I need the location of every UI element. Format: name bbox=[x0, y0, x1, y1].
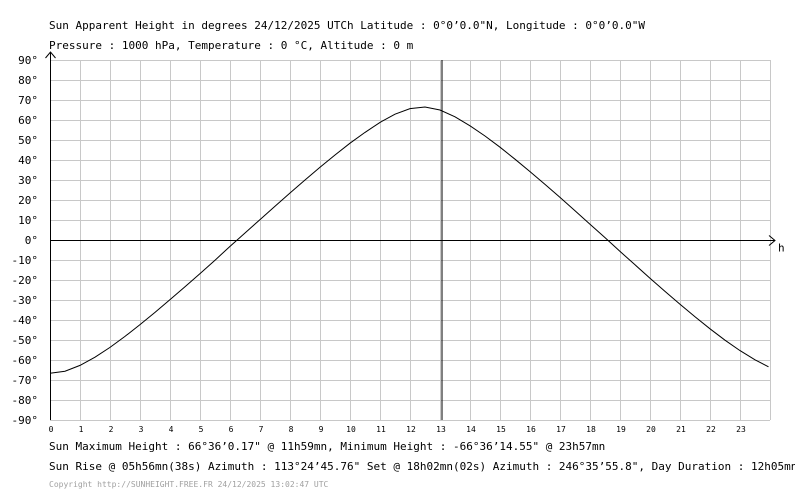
conditions-line: Pressure : 1000 hPa, Temperature : 0 °C,… bbox=[49, 39, 414, 52]
chart-title: Sun Apparent Height in degrees 24/12/202… bbox=[49, 19, 646, 32]
x-tick-label: 15 bbox=[496, 425, 506, 434]
x-tick-label: 6 bbox=[229, 425, 234, 434]
x-tick-label: 17 bbox=[556, 425, 566, 434]
y-tick-label: 60° bbox=[18, 114, 38, 127]
x-tick-label: 9 bbox=[319, 425, 324, 434]
y-tick-label: 30° bbox=[18, 174, 38, 187]
y-axis-arrow bbox=[45, 51, 56, 59]
y-tick-label: 40° bbox=[18, 154, 38, 167]
x-tick-label: 5 bbox=[199, 425, 204, 434]
y-tick-label: 70° bbox=[18, 94, 38, 107]
x-tick-label: 11 bbox=[376, 425, 386, 434]
x-axis-label: h bbox=[778, 242, 785, 255]
x-tick-label: 1 bbox=[79, 425, 84, 434]
rise-set-line: Sun Rise @ 05h56mn(38s) Azimuth : 113°24… bbox=[49, 460, 795, 473]
x-tick-label: 10 bbox=[346, 425, 356, 434]
copyright-notice: Copyright http://SUNHEIGHT.FREE.FR 24/12… bbox=[49, 480, 329, 489]
y-tick-label: -70° bbox=[12, 374, 39, 387]
y-tick-label: -60° bbox=[12, 354, 39, 367]
x-tick-label: 3 bbox=[139, 425, 144, 434]
y-tick-label: 0° bbox=[25, 234, 38, 247]
y-tick-label: -40° bbox=[12, 314, 39, 327]
y-tick-label: 50° bbox=[18, 134, 38, 147]
x-tick-label: 20 bbox=[646, 425, 656, 434]
x-tick-label: 21 bbox=[676, 425, 686, 434]
sun-height-curve bbox=[49, 106, 769, 374]
y-tick-label: -50° bbox=[12, 334, 39, 347]
y-tick-label: 20° bbox=[18, 194, 38, 207]
x-tick-label: 19 bbox=[616, 425, 626, 434]
y-tick-label: -30° bbox=[12, 294, 39, 307]
x-tick-label: 18 bbox=[586, 425, 596, 434]
x-tick-label: 16 bbox=[526, 425, 536, 434]
x-tick-label: 23 bbox=[736, 425, 746, 434]
x-tick-label: 12 bbox=[406, 425, 416, 434]
x-tick-label: 14 bbox=[466, 425, 476, 434]
y-tick-label: 80° bbox=[18, 74, 38, 87]
y-tick-label: -10° bbox=[12, 254, 39, 267]
y-axis-ticks: 90° 80° 70° 60° 50° 40° 30° 20° 10° 0° -10° -20° -30… bbox=[12, 54, 39, 427]
x-tick-label: 22 bbox=[706, 425, 716, 434]
series-layer bbox=[49, 106, 769, 374]
x-tick-label: 4 bbox=[169, 425, 174, 434]
x-axis-ticks: 0 1 2 3 4 5 6 7 8 9 10 11 12 13 14 15 16 17 18 19 20 21 22 23 bbox=[49, 425, 746, 434]
y-tick-label: -90° bbox=[12, 414, 39, 427]
extremes-line: Sun Maximum Height : 66°36’0.17" @ 11h59… bbox=[49, 440, 606, 453]
x-tick-label: 8 bbox=[289, 425, 294, 434]
x-tick-label: 0 bbox=[49, 425, 54, 434]
y-tick-label: -20° bbox=[12, 274, 39, 287]
x-tick-label: 2 bbox=[109, 425, 114, 434]
x-tick-label: 13 bbox=[436, 425, 446, 434]
x-tick-label: 7 bbox=[259, 425, 264, 434]
y-tick-label: 90° bbox=[18, 54, 38, 67]
y-tick-label: 10° bbox=[18, 214, 38, 227]
axes: h bbox=[45, 51, 785, 420]
y-tick-label: -80° bbox=[12, 394, 39, 407]
x-axis-arrow bbox=[768, 235, 776, 246]
